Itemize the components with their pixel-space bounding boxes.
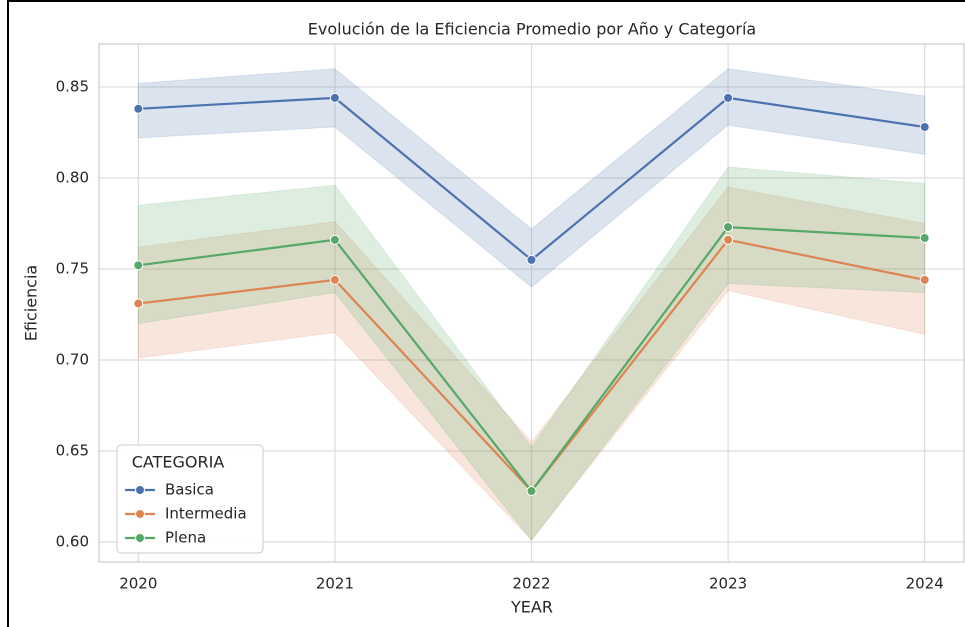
legend-label: Basica xyxy=(165,481,214,499)
y-tick-label: 0.65 xyxy=(56,441,89,459)
confidence-band xyxy=(137,166,926,541)
data-point xyxy=(133,260,144,271)
confidence-band xyxy=(137,68,926,288)
x-tick-label: 2024 xyxy=(906,575,944,593)
x-tick-label: 2023 xyxy=(709,575,747,593)
y-tick-label: 0.70 xyxy=(56,350,89,368)
y-tick-label: 0.80 xyxy=(56,168,89,186)
data-point xyxy=(329,92,340,103)
plot-border xyxy=(98,43,965,563)
legend-label: Plena xyxy=(165,529,206,547)
y-axis-label: Eficiencia xyxy=(22,265,41,341)
x-axis-label: YEAR xyxy=(510,598,553,617)
plot-area xyxy=(98,43,965,563)
x-tick-label: 2022 xyxy=(512,575,550,593)
chart-title: Evolución de la Eficiencia Promedio por … xyxy=(308,20,756,39)
data-point xyxy=(723,92,734,103)
data-point xyxy=(919,121,930,132)
x-tick-label: 2021 xyxy=(316,575,354,593)
x-tick-label: 2020 xyxy=(119,575,157,593)
data-point xyxy=(133,298,144,309)
legend-marker xyxy=(135,485,145,495)
data-point xyxy=(723,234,734,245)
data-point xyxy=(133,103,144,114)
legend-box xyxy=(116,444,264,554)
data-point xyxy=(329,274,340,285)
legend-marker xyxy=(135,509,145,519)
y-tick-label: 0.60 xyxy=(56,532,89,550)
data-point xyxy=(919,274,930,285)
y-tick-label: 0.75 xyxy=(56,259,89,277)
data-point xyxy=(919,233,930,244)
data-point xyxy=(526,254,537,265)
legend-marker xyxy=(135,533,145,543)
data-point xyxy=(723,222,734,233)
data-point xyxy=(329,234,340,245)
legend-title: CATEGORIA xyxy=(132,453,225,472)
data-point xyxy=(526,486,537,497)
y-tick-label: 0.85 xyxy=(56,77,89,95)
legend-label: Intermedia xyxy=(165,505,247,523)
